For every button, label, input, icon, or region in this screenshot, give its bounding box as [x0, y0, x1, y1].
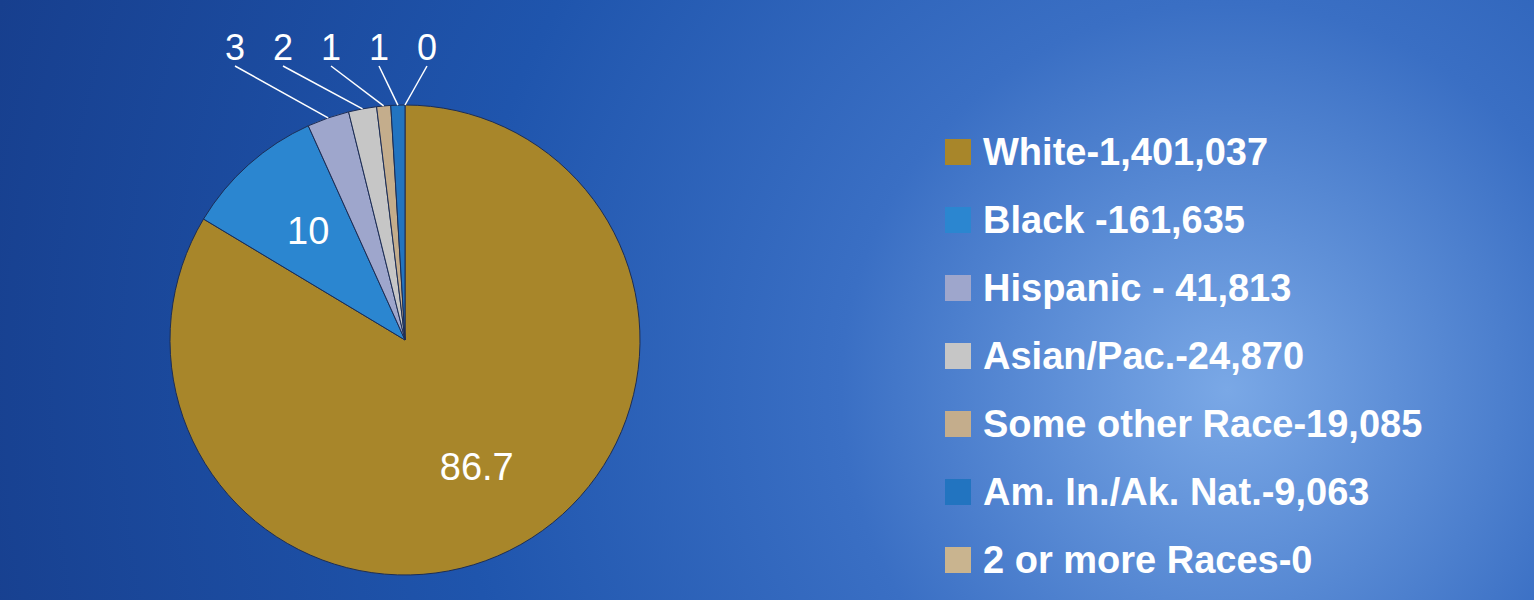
svg-text:0: 0: [417, 27, 437, 68]
html-text:2 or more Races-0: 2 or more Races-0: [983, 538, 1313, 581]
svg-text:1: 1: [321, 27, 341, 68]
html-text:Hispanic - 41,813: Hispanic - 41,813: [983, 266, 1292, 309]
html-text:Black -161,635: Black -161,635: [983, 198, 1245, 241]
html-text:White-1,401,037: White-1,401,037: [983, 130, 1269, 173]
html-text:Asian/Pac.-24,870: Asian/Pac.-24,870: [983, 334, 1305, 377]
svg-text:2: 2: [273, 27, 293, 68]
svg-text:3: 3: [225, 27, 245, 68]
svg-text:86.7: 86.7: [440, 446, 514, 488]
html-text:Some other Race-19,085: Some other Race-19,085: [983, 402, 1423, 445]
html-text:Am. In./Ak. Nat.-9,063: Am. In./Ak. Nat.-9,063: [983, 470, 1370, 513]
svg-text:1: 1: [369, 27, 389, 68]
svg-text:10: 10: [287, 210, 329, 252]
